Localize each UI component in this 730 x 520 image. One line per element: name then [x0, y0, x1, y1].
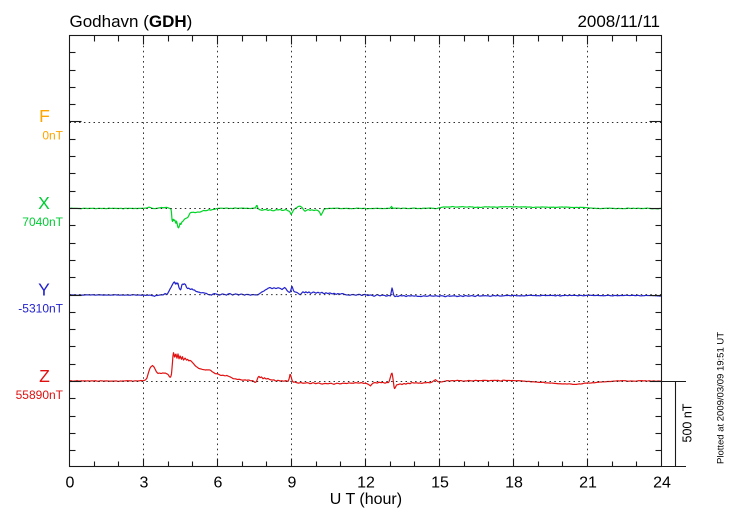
svg-text:9: 9 — [288, 474, 297, 491]
svg-text:55890nT: 55890nT — [16, 388, 64, 402]
svg-text:500 nT: 500 nT — [680, 403, 694, 442]
svg-text:12: 12 — [357, 474, 375, 491]
svg-text:U T (hour): U T (hour) — [330, 491, 402, 508]
svg-text:24: 24 — [653, 474, 671, 491]
svg-text:2008/11/11: 2008/11/11 — [577, 12, 660, 31]
svg-text:X: X — [38, 193, 50, 213]
svg-text:Godhavn (GDH): Godhavn (GDH) — [70, 12, 193, 31]
svg-text:F: F — [39, 106, 50, 126]
svg-text:15: 15 — [431, 474, 449, 491]
svg-text:21: 21 — [579, 474, 597, 491]
svg-text:Plotted at 2009/03/09 19:51 UT: Plotted at 2009/03/09 19:51 UT — [716, 332, 727, 464]
svg-text:-5310nT: -5310nT — [18, 302, 63, 316]
svg-text:7040nT: 7040nT — [22, 215, 63, 229]
svg-text:0: 0 — [66, 474, 75, 491]
svg-text:3: 3 — [140, 474, 149, 491]
svg-text:18: 18 — [505, 474, 523, 491]
svg-text:0nT: 0nT — [42, 129, 63, 143]
svg-text:Y: Y — [38, 279, 50, 299]
svg-text:6: 6 — [214, 474, 223, 491]
svg-text:Z: Z — [39, 366, 50, 386]
